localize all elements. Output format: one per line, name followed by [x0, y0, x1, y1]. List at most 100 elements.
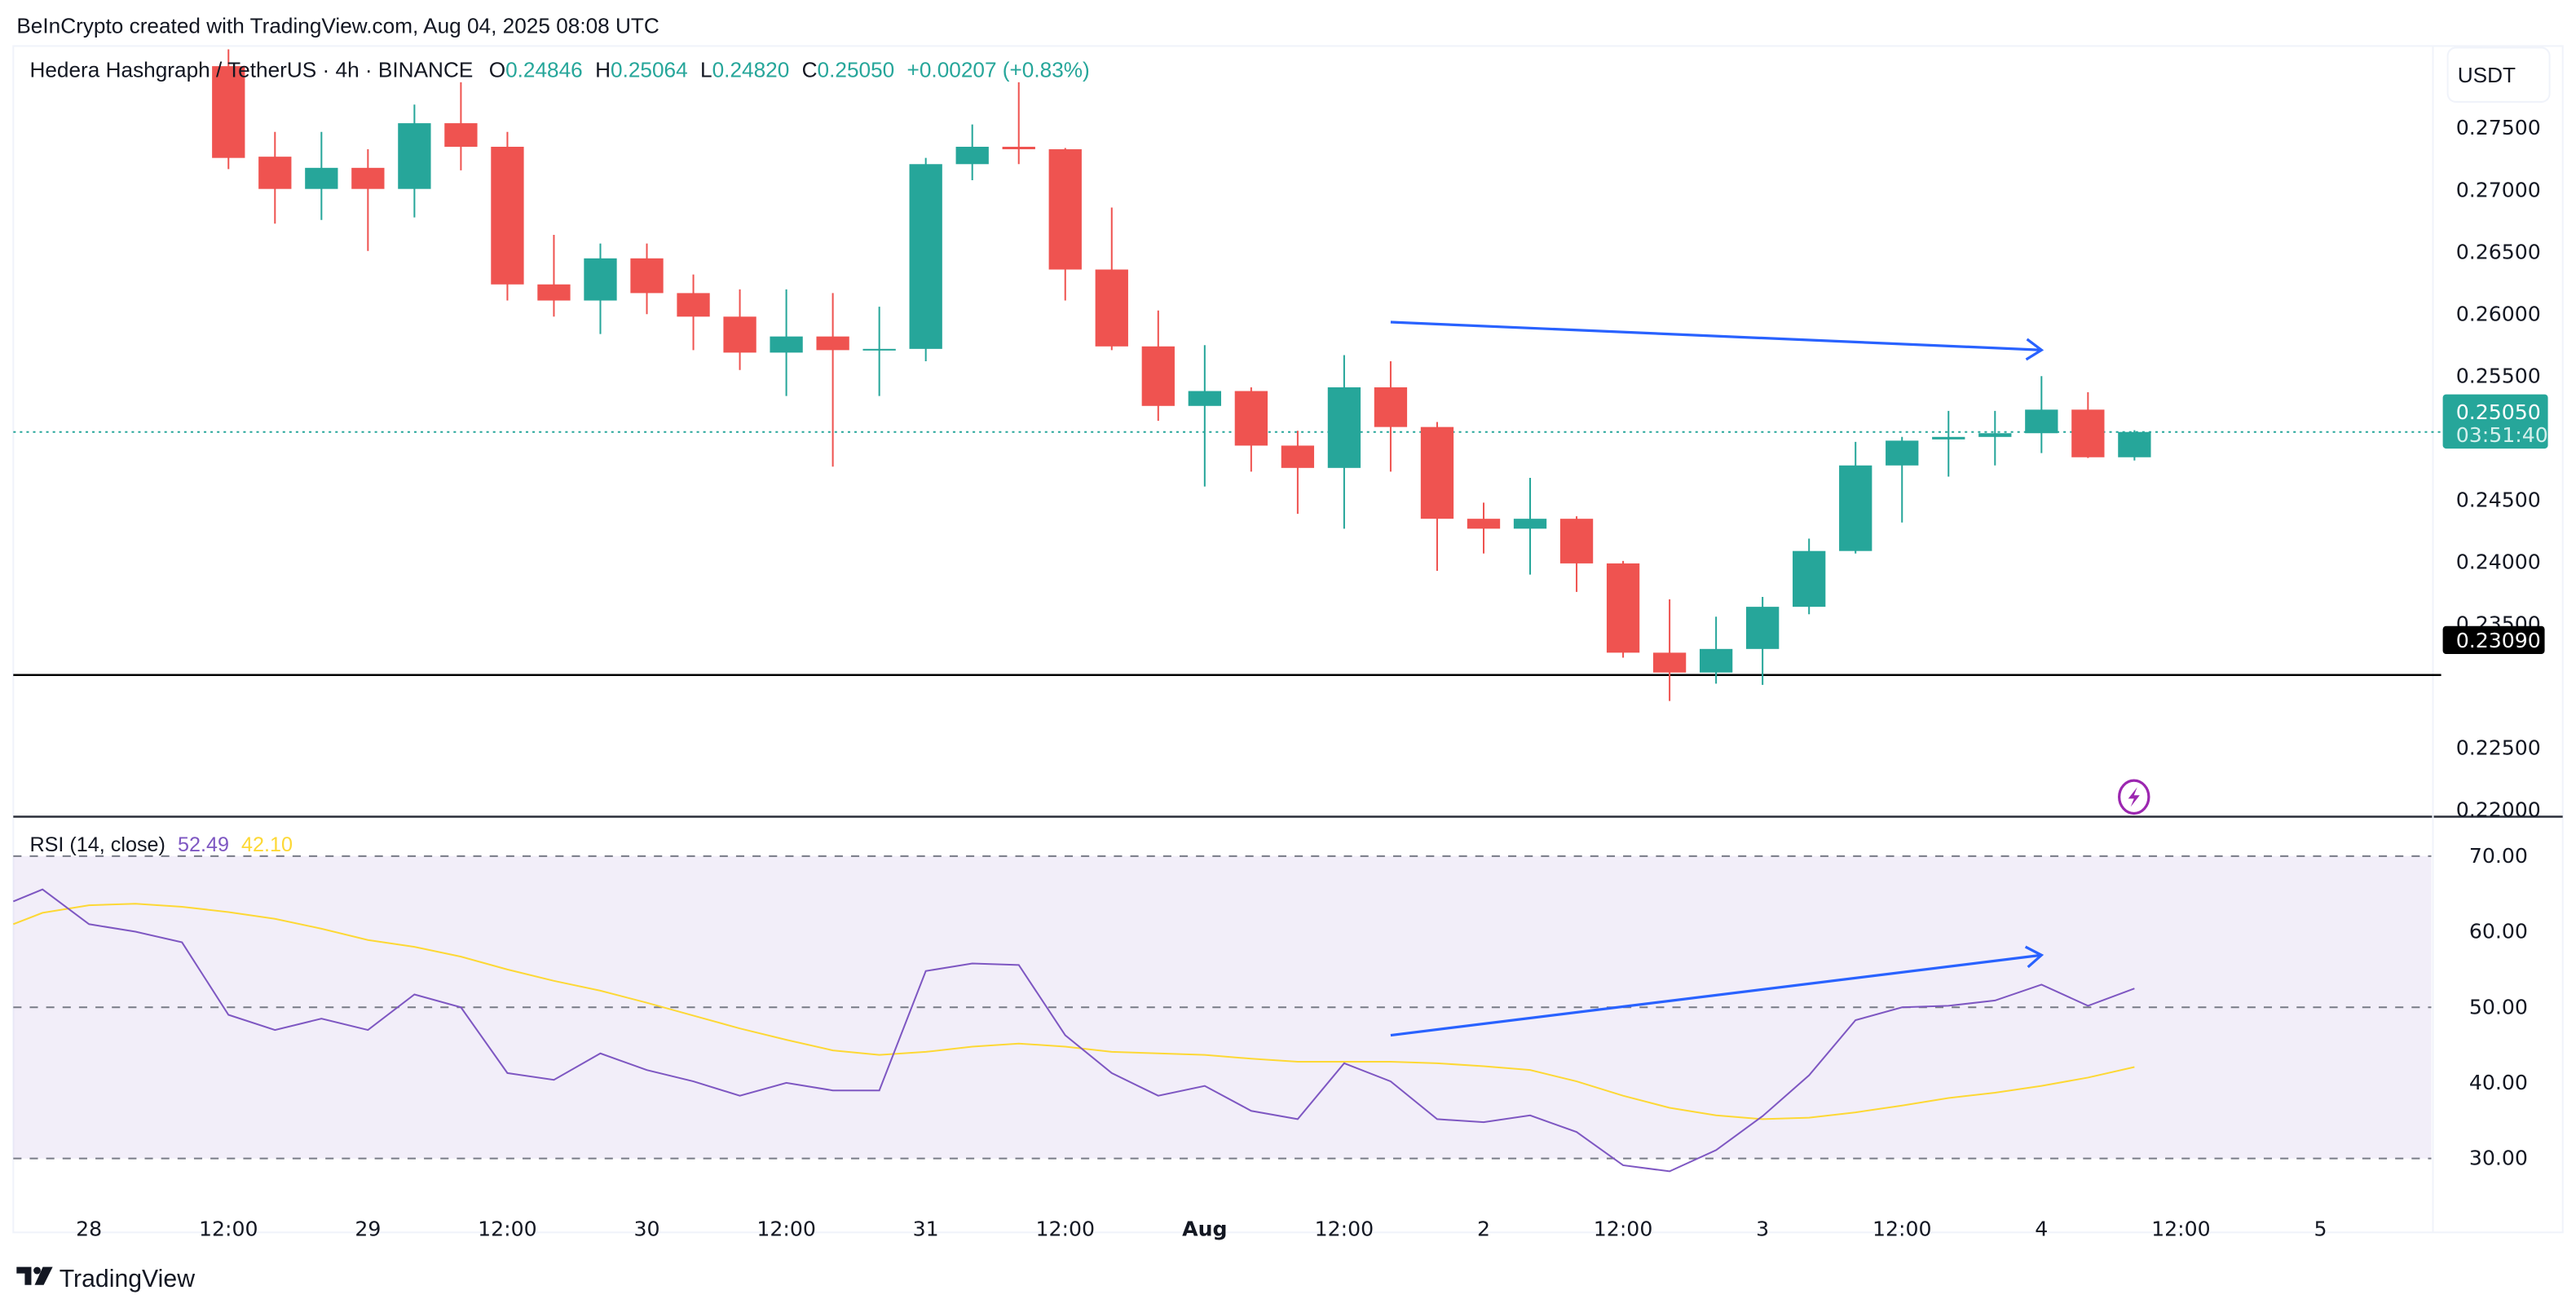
time-tick-label: 12:00 [1315, 1217, 1374, 1240]
time-tick-label: 12:00 [199, 1217, 258, 1240]
rsi-axis[interactable]: 70.00 60.00 50.00 40.00 30.00 [2469, 844, 2528, 1170]
candle-up [2025, 409, 2058, 434]
time-tick-label: 12:00 [756, 1217, 816, 1240]
lightning-alert-icon[interactable] [2118, 779, 2150, 815]
candle-down [630, 258, 664, 294]
candle-up [1839, 465, 1872, 551]
high-value: 0.25064 [611, 58, 688, 82]
logo-text: TradingView [60, 1266, 195, 1293]
candle-down [1002, 146, 1035, 150]
candle-up [2118, 431, 2151, 457]
tradingview-logo[interactable]: TradingView [16, 1266, 195, 1293]
candle-up [955, 146, 989, 165]
candle-down [1234, 391, 1268, 446]
attribution-text: BeInCrypto created with TradingView.com,… [16, 13, 659, 38]
candle-down [1281, 445, 1315, 468]
rsi-trendline[interactable] [1390, 953, 2042, 1037]
currency-label: USDT [2458, 63, 2516, 87]
time-tick-label: 31 [913, 1217, 939, 1240]
candle-up [1699, 648, 1733, 673]
currency-button[interactable]: USDT [2446, 46, 2551, 103]
time-tick-label: 3 [1756, 1217, 1769, 1240]
candles [212, 49, 2151, 701]
candle-up [862, 348, 896, 351]
candle-up [1932, 436, 1965, 440]
price-tick-label: 0.25500 [2456, 364, 2541, 387]
candle-up [1188, 391, 1221, 406]
time-tick-label: 12:00 [1872, 1217, 1932, 1240]
time-tick-label: 4 [2035, 1217, 2048, 1240]
time-tick-label: 28 [76, 1217, 102, 1240]
candle-down [1467, 519, 1501, 529]
price-tick-label: 0.27000 [2456, 178, 2541, 201]
high-label: H [595, 58, 611, 82]
close-label: C [802, 58, 818, 82]
price-tick-label: 0.26000 [2456, 302, 2541, 325]
candle-down [212, 66, 245, 158]
time-tick-label: 30 [634, 1217, 660, 1240]
candle-down [1559, 519, 1594, 563]
price-tick-label: 0.24500 [2456, 488, 2541, 511]
rsi-tick-label: 30.00 [2469, 1147, 2528, 1170]
rsi-pane[interactable] [13, 855, 2432, 1160]
candle-down [2071, 409, 2105, 457]
rsi-tick-label: 70.00 [2469, 844, 2528, 868]
rsi-lines [12, 888, 2135, 1173]
candle-down [258, 157, 292, 189]
low-label: L [700, 58, 712, 82]
price-levels [13, 431, 2441, 676]
rsi-band-fill [13, 855, 2432, 1159]
time-tick-label: 12:00 [2151, 1217, 2211, 1240]
candle-up [909, 164, 942, 349]
time-tick-label: 5 [2314, 1217, 2327, 1240]
candle-up [398, 123, 431, 189]
candle-up [584, 258, 617, 301]
rsi-legend: RSI (14, close) 52.49 42.10 [29, 833, 293, 856]
time-axis[interactable]: 28 12:00 29 12:00 30 12:00 31 12:00 Aug 12:00 2 12:… [76, 1217, 2327, 1240]
candle-down [816, 336, 849, 351]
price-tick-label: 0.22500 [2456, 736, 2541, 760]
time-tick-label: 12:00 [1594, 1217, 1653, 1240]
rsi-trendline-arrowhead [2024, 945, 2044, 969]
candle-down [537, 284, 571, 301]
candle-down [723, 316, 756, 353]
candle-up [1793, 550, 1826, 608]
candle-up [305, 167, 338, 189]
rsi-ma-line [12, 903, 2135, 1120]
trendlines[interactable] [1390, 320, 2044, 1037]
price-tick-label: 0.27500 [2456, 116, 2541, 139]
horizontal-level-label: 0.23090 [2456, 629, 2541, 652]
candle-up [1978, 433, 2012, 437]
ohlc-legend: Hedera Hashgraph / TetherUS · 4h · BINAN… [29, 58, 1089, 82]
current-price-tag: 0.25050 03:51:40 [2442, 394, 2548, 449]
rsi-title: RSI (14, close) [29, 833, 165, 856]
current-price-label: 0.25050 [2456, 400, 2541, 424]
candle-down [1606, 563, 1640, 653]
low-value: 0.24820 [712, 58, 790, 82]
price-trendline[interactable] [1390, 320, 2042, 351]
horizontal-level-tag: 0.23090 [2442, 625, 2545, 654]
close-value: 0.25050 [818, 58, 895, 82]
candle-down [444, 123, 478, 147]
price-tick-label: 0.22000 [2456, 798, 2541, 822]
candle-down [351, 167, 385, 189]
candle-down [1048, 149, 1082, 270]
time-tick-label: 12:00 [478, 1217, 537, 1240]
rsi-value: 52.49 [178, 833, 229, 856]
candle-down [677, 293, 710, 317]
candle-up [1746, 607, 1780, 649]
symbol-label: Hedera Hashgraph / TetherUS · 4h · BINAN… [29, 58, 473, 82]
price-tick-label: 0.26500 [2456, 240, 2541, 263]
price-tick-label: 0.24000 [2456, 550, 2541, 573]
chart-frame [12, 45, 2564, 1234]
price-axis[interactable]: 0.27500 0.27000 0.26500 0.26000 0.25500 0.245… [2456, 116, 2541, 821]
candle-down [1095, 269, 1128, 347]
candle-down [1141, 346, 1175, 406]
rsi-ma-value: 42.10 [241, 833, 293, 856]
time-tick-label: 2 [1477, 1217, 1490, 1240]
open-label: O [489, 58, 505, 82]
tv-logo-icon [16, 1266, 32, 1285]
candle-up [1327, 387, 1361, 468]
time-tick-label: 29 [355, 1217, 381, 1240]
